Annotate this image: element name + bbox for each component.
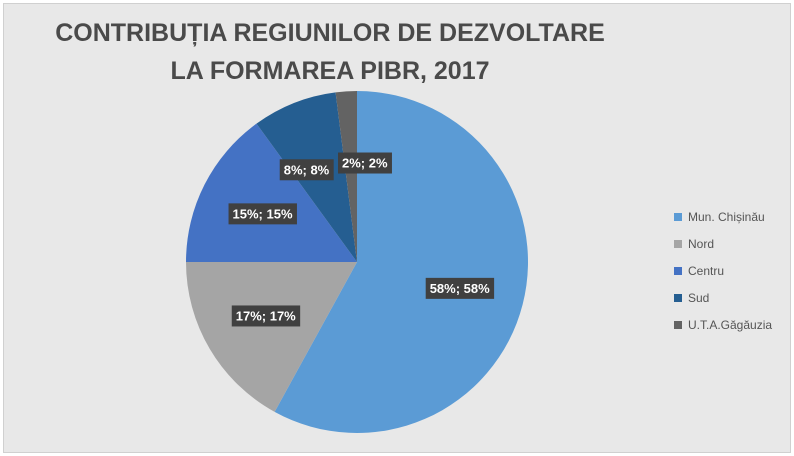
legend-label: Sud (688, 290, 710, 305)
data-label-box (338, 152, 392, 174)
data-label-text: 15%; 15% (233, 206, 293, 221)
legend-item-mun-chisinau: Mun. Chișinău (674, 203, 772, 230)
legend-item-u-t-a-gagauzia: U.T.A.Găgăuzia (674, 311, 772, 338)
pie-slice-mun-chisinau (274, 91, 528, 434)
legend-swatch (674, 212, 682, 221)
legend-item-nord: Nord (674, 230, 772, 257)
data-label-u-t-a-gagauzia: 2%; 2% (338, 152, 392, 174)
data-label-box (228, 203, 297, 225)
pie-slice-nord (186, 262, 357, 412)
data-label-text: 17%; 17% (236, 308, 296, 323)
legend-item-sud: Sud (674, 284, 772, 311)
data-label-box (231, 305, 301, 327)
legend-label: Centru (688, 263, 725, 278)
data-label-text: 8%; 8% (284, 162, 330, 177)
legend-swatch (674, 239, 682, 248)
legend-label: Nord (688, 236, 715, 251)
legend-swatch (674, 293, 682, 302)
pie-slices (186, 91, 528, 434)
chart-legend: Mun. Chișinău Nord Centru Sud U.T.A.Găgăuzia (674, 203, 772, 338)
data-label-nord: 17%; 17% (231, 305, 301, 327)
data-labels: 58%; 58% 17%; 17% 15%; 15% 8%; 8% 2%; 2% (228, 152, 495, 327)
data-label-box (425, 277, 495, 299)
data-label-centru: 15%; 15% (228, 203, 297, 225)
data-label-text: 2%; 2% (342, 156, 388, 171)
data-label-sud: 8%; 8% (279, 159, 334, 181)
pie-slice-u-t-a-gagauzia (335, 91, 357, 262)
legend-swatch (674, 266, 682, 275)
legend-label: U.T.A.Găgăuzia (688, 317, 773, 332)
data-label-text: 58%; 58% (430, 281, 490, 296)
chart-title: CONTRIBUȚIA REGIUNILOR DE DEZVOLTARE LA … (55, 19, 605, 85)
data-label-box (279, 159, 334, 181)
data-label-mun-chisinau: 58%; 58% (425, 277, 495, 299)
legend-item-centru: Centru (674, 257, 772, 284)
legend-swatch (674, 320, 682, 329)
pie-slice-centru (186, 123, 357, 262)
legend-label: Mun. Chișinău (688, 209, 765, 224)
